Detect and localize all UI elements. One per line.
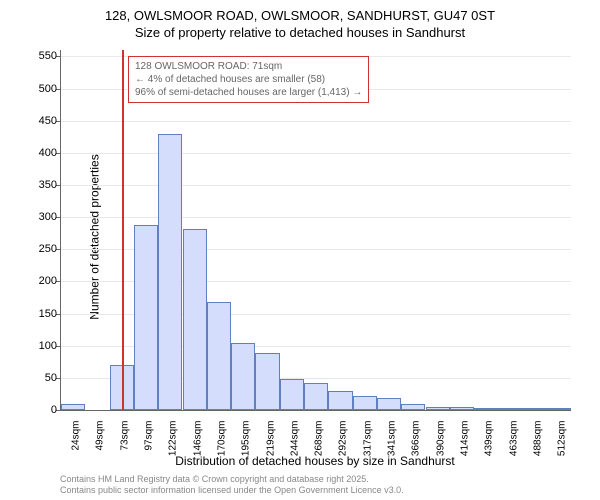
ytick-label: 550 bbox=[17, 50, 57, 62]
ytick-label: 350 bbox=[17, 179, 57, 191]
annotation-line-1: 128 OWLSMOOR ROAD: 71sqm bbox=[135, 60, 362, 73]
ytick-label: 200 bbox=[17, 275, 57, 287]
footer-line-1: Contains HM Land Registry data © Crown c… bbox=[60, 474, 404, 485]
histogram-bar bbox=[426, 407, 450, 410]
ytick-label: 400 bbox=[17, 147, 57, 159]
gridline bbox=[61, 185, 571, 186]
histogram-bar bbox=[498, 408, 522, 410]
histogram-bar bbox=[183, 229, 207, 410]
histogram-bar bbox=[207, 302, 231, 410]
histogram-bar bbox=[255, 353, 279, 410]
chart-container: 128, OWLSMOOR ROAD, OWLSMOOR, SANDHURST,… bbox=[0, 0, 600, 500]
gridline bbox=[61, 217, 571, 218]
histogram-bar bbox=[158, 134, 182, 410]
histogram-bar bbox=[547, 408, 571, 410]
histogram-bar bbox=[474, 408, 498, 410]
ytick-label: 250 bbox=[17, 243, 57, 255]
histogram-bar bbox=[280, 379, 304, 410]
ytick-label: 450 bbox=[17, 115, 57, 127]
ytick-label: 300 bbox=[17, 211, 57, 223]
gridline bbox=[61, 153, 571, 154]
ytick-label: 150 bbox=[17, 308, 57, 320]
histogram-bar bbox=[353, 396, 377, 410]
annotation-box: 128 OWLSMOOR ROAD: 71sqm ← 4% of detache… bbox=[128, 56, 369, 103]
chart-title: 128, OWLSMOOR ROAD, OWLSMOOR, SANDHURST,… bbox=[0, 0, 600, 42]
x-axis-label: Distribution of detached houses by size … bbox=[60, 454, 570, 468]
annotation-line-3: 96% of semi-detached houses are larger (… bbox=[135, 86, 362, 99]
gridline bbox=[61, 121, 571, 122]
ytick-label: 500 bbox=[17, 83, 57, 95]
histogram-bar bbox=[401, 404, 425, 410]
histogram-bar bbox=[231, 343, 255, 411]
histogram-bar bbox=[61, 404, 85, 410]
plot-region: 05010015020025030035040045050055024sqm49… bbox=[60, 50, 571, 411]
histogram-bar bbox=[450, 407, 474, 410]
title-line-1: 128, OWLSMOOR ROAD, OWLSMOOR, SANDHURST,… bbox=[0, 8, 600, 25]
histogram-bar bbox=[328, 391, 352, 410]
ytick-label: 100 bbox=[17, 340, 57, 352]
reference-line bbox=[122, 50, 124, 410]
ytick-label: 0 bbox=[17, 404, 57, 416]
footer: Contains HM Land Registry data © Crown c… bbox=[60, 474, 404, 496]
histogram-bar bbox=[377, 398, 401, 410]
chart-area: Number of detached properties 0501001502… bbox=[60, 50, 570, 410]
histogram-bar bbox=[304, 383, 328, 410]
ytick-label: 50 bbox=[17, 372, 57, 384]
footer-line-2: Contains public sector information licen… bbox=[60, 485, 404, 496]
annotation-line-2: ← 4% of detached houses are smaller (58) bbox=[135, 73, 362, 86]
title-line-2: Size of property relative to detached ho… bbox=[0, 25, 600, 42]
histogram-bar bbox=[523, 408, 547, 410]
histogram-bar bbox=[134, 225, 158, 410]
